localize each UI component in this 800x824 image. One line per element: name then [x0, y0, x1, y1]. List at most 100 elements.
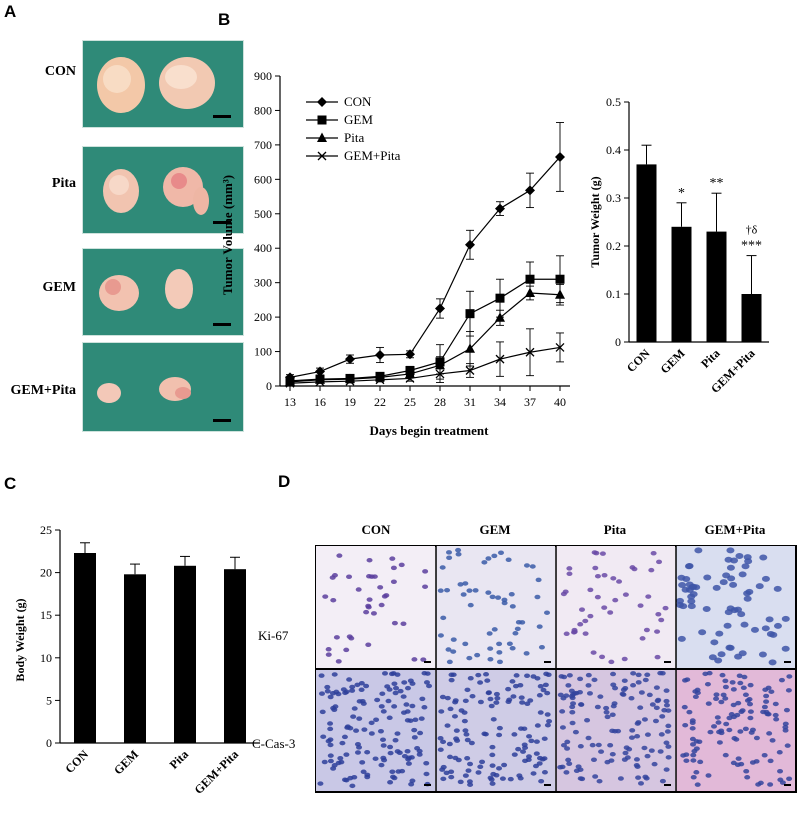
nucleus — [718, 730, 725, 736]
y-tick-label: 25 — [40, 523, 52, 537]
nucleus — [559, 725, 566, 730]
nucleus — [360, 769, 367, 775]
panel-letter-d: D — [278, 472, 291, 491]
nucleus — [665, 708, 672, 713]
nucleus — [767, 782, 774, 787]
x-tick-label: 34 — [494, 395, 506, 409]
nucleus — [635, 672, 642, 678]
legend-label: GEM — [344, 112, 373, 127]
data-point-triangle — [375, 371, 385, 382]
nucleus — [403, 702, 410, 707]
data-point-square — [555, 274, 565, 284]
nucleus — [692, 694, 699, 700]
data-point-square — [317, 115, 327, 125]
nucleus — [761, 625, 770, 632]
nucleus — [723, 622, 732, 629]
bar — [224, 569, 246, 743]
bar — [174, 565, 196, 743]
nucleus — [462, 698, 469, 704]
nucleus — [737, 611, 746, 618]
data-point-diamond — [525, 185, 535, 196]
nucleus — [628, 695, 635, 701]
nucleus — [443, 770, 450, 776]
nucleus — [481, 731, 488, 737]
nucleus — [645, 594, 652, 599]
nucleus — [487, 696, 494, 702]
nucleus — [654, 629, 661, 634]
nucleus — [523, 563, 530, 568]
ihc-tile — [436, 669, 555, 791]
data-point-x — [525, 347, 535, 357]
nucleus — [350, 714, 357, 719]
nucleus — [509, 604, 516, 609]
nucleus — [772, 701, 779, 707]
nucleus — [718, 699, 725, 705]
nucleus — [541, 770, 548, 775]
nucleus — [687, 593, 696, 600]
nucleus — [491, 553, 498, 559]
nucleus — [702, 605, 711, 612]
nucleus — [514, 626, 521, 632]
photo-row-label: Pita — [51, 176, 76, 191]
data-point-diamond — [465, 239, 475, 250]
bar — [741, 294, 762, 342]
nucleus — [708, 654, 717, 661]
nucleus — [584, 718, 591, 723]
nucleus — [688, 584, 697, 591]
nucleus — [447, 754, 454, 760]
nucleus — [537, 683, 544, 689]
data-point-triangle — [495, 312, 505, 322]
nucleus — [638, 690, 645, 695]
ihc-row-label: C-Cas-3 — [252, 736, 296, 751]
scale-bar — [424, 661, 431, 663]
tile-background — [316, 546, 435, 668]
nucleus — [735, 756, 742, 761]
nucleus — [713, 696, 720, 702]
nucleus — [778, 677, 785, 683]
nucleus — [629, 728, 636, 733]
nucleus — [704, 681, 711, 687]
nucleus — [637, 603, 644, 608]
ihc-tile — [436, 546, 555, 668]
nucleus — [734, 653, 743, 660]
x-tick-label: GEM+Pita — [192, 747, 242, 797]
nucleus — [530, 674, 537, 679]
nucleus — [769, 738, 776, 743]
x-tick-label: 22 — [374, 395, 386, 409]
nucleus — [765, 616, 774, 623]
y-tick-label: 0.5 — [606, 95, 621, 109]
nucleus — [731, 736, 738, 741]
nucleus — [536, 761, 543, 766]
nucleus — [395, 769, 402, 774]
nucleus — [401, 680, 408, 685]
y-tick-label: 15 — [40, 608, 52, 622]
nucleus — [411, 657, 418, 662]
nucleus — [322, 594, 329, 599]
nucleus — [343, 647, 350, 653]
nucleus — [772, 712, 779, 718]
nucleus — [485, 590, 492, 595]
nucleus — [363, 609, 370, 615]
nucleus — [697, 759, 704, 765]
nucleus — [522, 758, 529, 764]
nucleus — [611, 728, 618, 734]
nucleus — [705, 773, 712, 778]
nucleus — [368, 574, 375, 579]
nucleus — [730, 702, 737, 708]
nucleus — [557, 765, 564, 770]
nucleus — [655, 611, 662, 617]
nucleus — [722, 572, 731, 579]
data-point-triangle — [465, 343, 475, 353]
nucleus — [730, 557, 739, 564]
nucleus — [635, 720, 642, 725]
nucleus — [324, 684, 331, 690]
nucleus — [378, 762, 385, 768]
nucleus — [762, 687, 769, 692]
nucleus — [426, 683, 433, 689]
nucleus — [467, 676, 474, 681]
x-tick-label: 16 — [314, 395, 326, 409]
nucleus — [448, 672, 455, 678]
nucleus — [391, 704, 398, 709]
nucleus — [462, 773, 469, 778]
nucleus — [773, 585, 782, 592]
